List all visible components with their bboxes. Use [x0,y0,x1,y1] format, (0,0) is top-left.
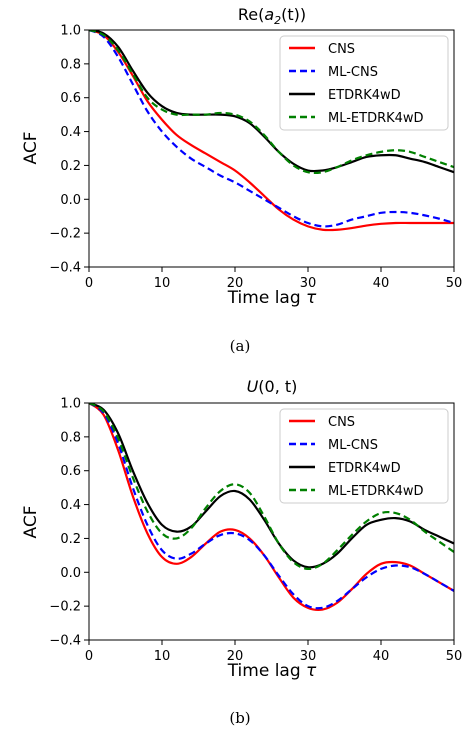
chart-b-xtick-label: 50 [446,649,463,664]
chart-a-ytick-label: −0.4 [49,261,81,276]
chart-a-xtick-label: 30 [300,276,317,291]
chart-b-ytick-label: −0.2 [49,600,81,615]
chart-b-xtick-label: 40 [373,649,390,664]
chart-b-xtick-label: 0 [85,649,93,664]
chart-b-ytick-label: 0.0 [60,566,81,581]
chart-b-xtick-label: 30 [300,649,317,664]
chart-b-xtick-label: 20 [227,649,244,664]
chart-b-ylabel: ACF [21,506,41,539]
chart-b-title: U(0, t) [247,377,298,396]
chart-a-xtick-label: 10 [154,276,171,291]
chart-a-series-ml-cns [89,30,454,228]
chart-b-legend-label-cns: CNS [328,415,355,430]
chart-a-xtick-label: 40 [373,276,390,291]
chart-b-plot-area: 0 10 20 30 40 50 −0.4 −0.2 0.0 0.2 0.4 0.6 0.8 1.0 [49,397,462,665]
chart-a-ytick-label: 0.8 [60,57,81,72]
chart-b-series-ml-cns [89,403,454,610]
chart-b-legend-label-etdrk4wd: ETDRK4wD [328,461,401,476]
chart-b-axes-frame [88,402,455,641]
chart-a-legend-box [279,35,449,131]
chart-a-axes-frame [88,29,455,268]
chart-b-xtick-label: 10 [154,649,171,664]
chart-b-series-ml-etdrk4wd [89,403,454,571]
chart-a-ylabel: ACF [21,132,41,165]
chart-a-caption: (a) [230,337,251,355]
chart-a-ytick-label: 0.2 [60,159,81,174]
chart-a-xlabel: Time lag τ [227,288,317,308]
chart-a-ytick-label: 0.6 [60,91,81,106]
chart-a-legend: CNS ML-CNS ETDRK4wD ML-ETDRK4wD [279,35,449,131]
chart-b-legend-label-ml-cns: ML-CNS [328,438,378,453]
chart-a-plot-area: 0 10 20 30 40 50 −0.4 −0.2 0.0 0.2 0.4 0.6 0.8 1.0 [49,24,462,292]
chart-a-ytick-label: −0.2 [49,227,81,242]
chart-b-xlabel: Time lag τ [227,661,317,681]
chart-b-caption: (b) [229,709,250,727]
chart-a-ytick-label: 1.0 [60,24,81,39]
chart-b-ytick-label: 0.4 [60,498,81,513]
chart-a-xtick-label: 0 [85,276,93,291]
chart-b-ytick-label: 1.0 [60,397,81,412]
chart-b-ytick-label: 0.8 [60,430,81,445]
chart-a-xtick-label: 20 [227,276,244,291]
chart-a-legend-label-ml-etdrk4wd: ML-ETDRK4wD [328,111,424,126]
chart-b-legend-box [279,408,449,504]
chart-a: Re(a2(t)) ACF 0 10 20 30 40 50−0.4−0.20.00.20… [21,5,462,355]
chart-a-ytick-label: 0.0 [60,193,81,208]
chart-b-ytick-label: 0.6 [60,464,81,479]
chart-a-legend-label-ml-cns: ML-CNS [328,65,378,80]
chart-b: U(0, t) ACF 0 10 20 30 40 50 −0.4 −0.2 0.0 0.2 0.4… [21,377,462,727]
chart-a-xtick-label: 50 [446,276,463,291]
chart-a-ytick-label: 0.4 [60,125,81,140]
chart-b-ytick-label: 0.2 [60,532,81,547]
chart-b-ytick-label: −0.4 [49,634,81,649]
chart-a-series-ml-etdrk4wd [89,30,454,175]
chart-a-legend-label-cns: CNS [328,42,355,57]
chart-a-title: Re(a2(t)) [238,5,306,27]
chart-b-legend: CNS ML-CNS ETDRK4wD ML-ETDRK4wD [279,408,449,504]
chart-a-legend-label-etdrk4wd: ETDRK4wD [328,88,401,103]
chart-b-legend-label-ml-etdrk4wd: ML-ETDRK4wD [328,484,424,499]
